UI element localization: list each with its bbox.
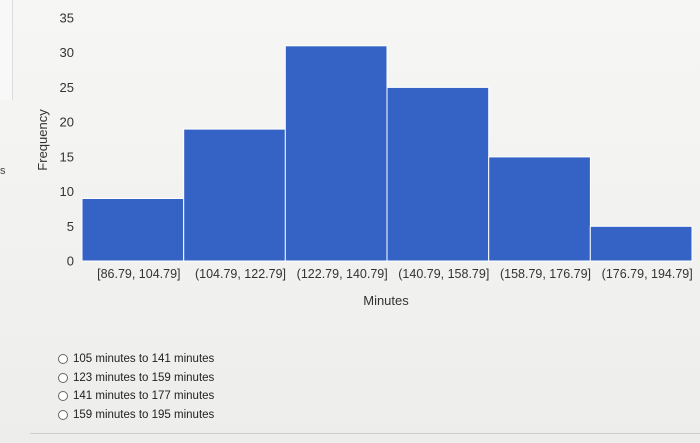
y-axis-label: Frequency	[35, 109, 50, 171]
histogram-bar	[386, 86, 490, 262]
histogram-chart: 0 5 10 15 20 25 30 35 [86.79, 104.79] (104.79, 1…	[35, 11, 693, 309]
histogram-bar	[183, 128, 286, 262]
y-tick-label: 25	[60, 80, 74, 95]
x-axis-ticks: [86.79, 104.79] (104.79, 122.79] (122.79, …	[97, 267, 693, 281]
y-tick-label: 0	[67, 254, 74, 269]
answer-option[interactable]: 105 minutes to 141 minutes	[58, 350, 214, 369]
answer-option-label: 159 minutes to 195 minutes	[73, 408, 215, 421]
side-panel-edge	[0, 0, 13, 100]
histogram-bar	[488, 156, 591, 262]
y-tick-label: 15	[60, 149, 74, 164]
side-mark: s	[0, 165, 6, 177]
x-tick-label: (176.79, 194.79]	[602, 267, 693, 281]
radio-button[interactable]	[58, 391, 68, 402]
radio-button[interactable]	[58, 354, 68, 365]
answer-options: 105 minutes to 141 minutes 123 minutes t…	[58, 350, 214, 424]
y-tick-label: 10	[60, 184, 74, 199]
x-tick-label: (104.79, 122.79]	[195, 267, 286, 281]
histogram-bars	[81, 45, 693, 262]
answer-option[interactable]: 159 minutes to 195 minutes	[58, 406, 214, 425]
answer-option-label: 141 minutes to 177 minutes	[73, 390, 215, 403]
histogram-bar	[284, 45, 388, 262]
answer-option-label: 123 minutes to 159 minutes	[73, 371, 215, 384]
x-axis-label: Minutes	[363, 293, 409, 308]
radio-button[interactable]	[58, 372, 68, 383]
divider	[30, 433, 700, 434]
radio-button[interactable]	[58, 409, 68, 420]
answer-option[interactable]: 123 minutes to 159 minutes	[58, 369, 214, 388]
y-tick-label: 5	[67, 219, 74, 234]
y-tick-label: 20	[60, 115, 74, 130]
x-tick-label: (122.79, 140.79]	[297, 267, 388, 281]
y-tick-label: 35	[60, 11, 74, 26]
x-tick-label: (140.79, 158.79]	[398, 267, 489, 281]
answer-option-label: 105 minutes to 141 minutes	[73, 353, 215, 366]
x-tick-label: [86.79, 104.79]	[97, 267, 180, 281]
answer-option[interactable]: 141 minutes to 177 minutes	[58, 387, 214, 406]
histogram-bar	[81, 198, 185, 262]
x-tick-label: (158.79, 176.79]	[500, 267, 591, 281]
y-tick-label: 30	[60, 45, 74, 60]
y-axis-ticks: 0 5 10 15 20 25 30 35	[60, 11, 74, 269]
histogram-bar	[589, 225, 693, 262]
